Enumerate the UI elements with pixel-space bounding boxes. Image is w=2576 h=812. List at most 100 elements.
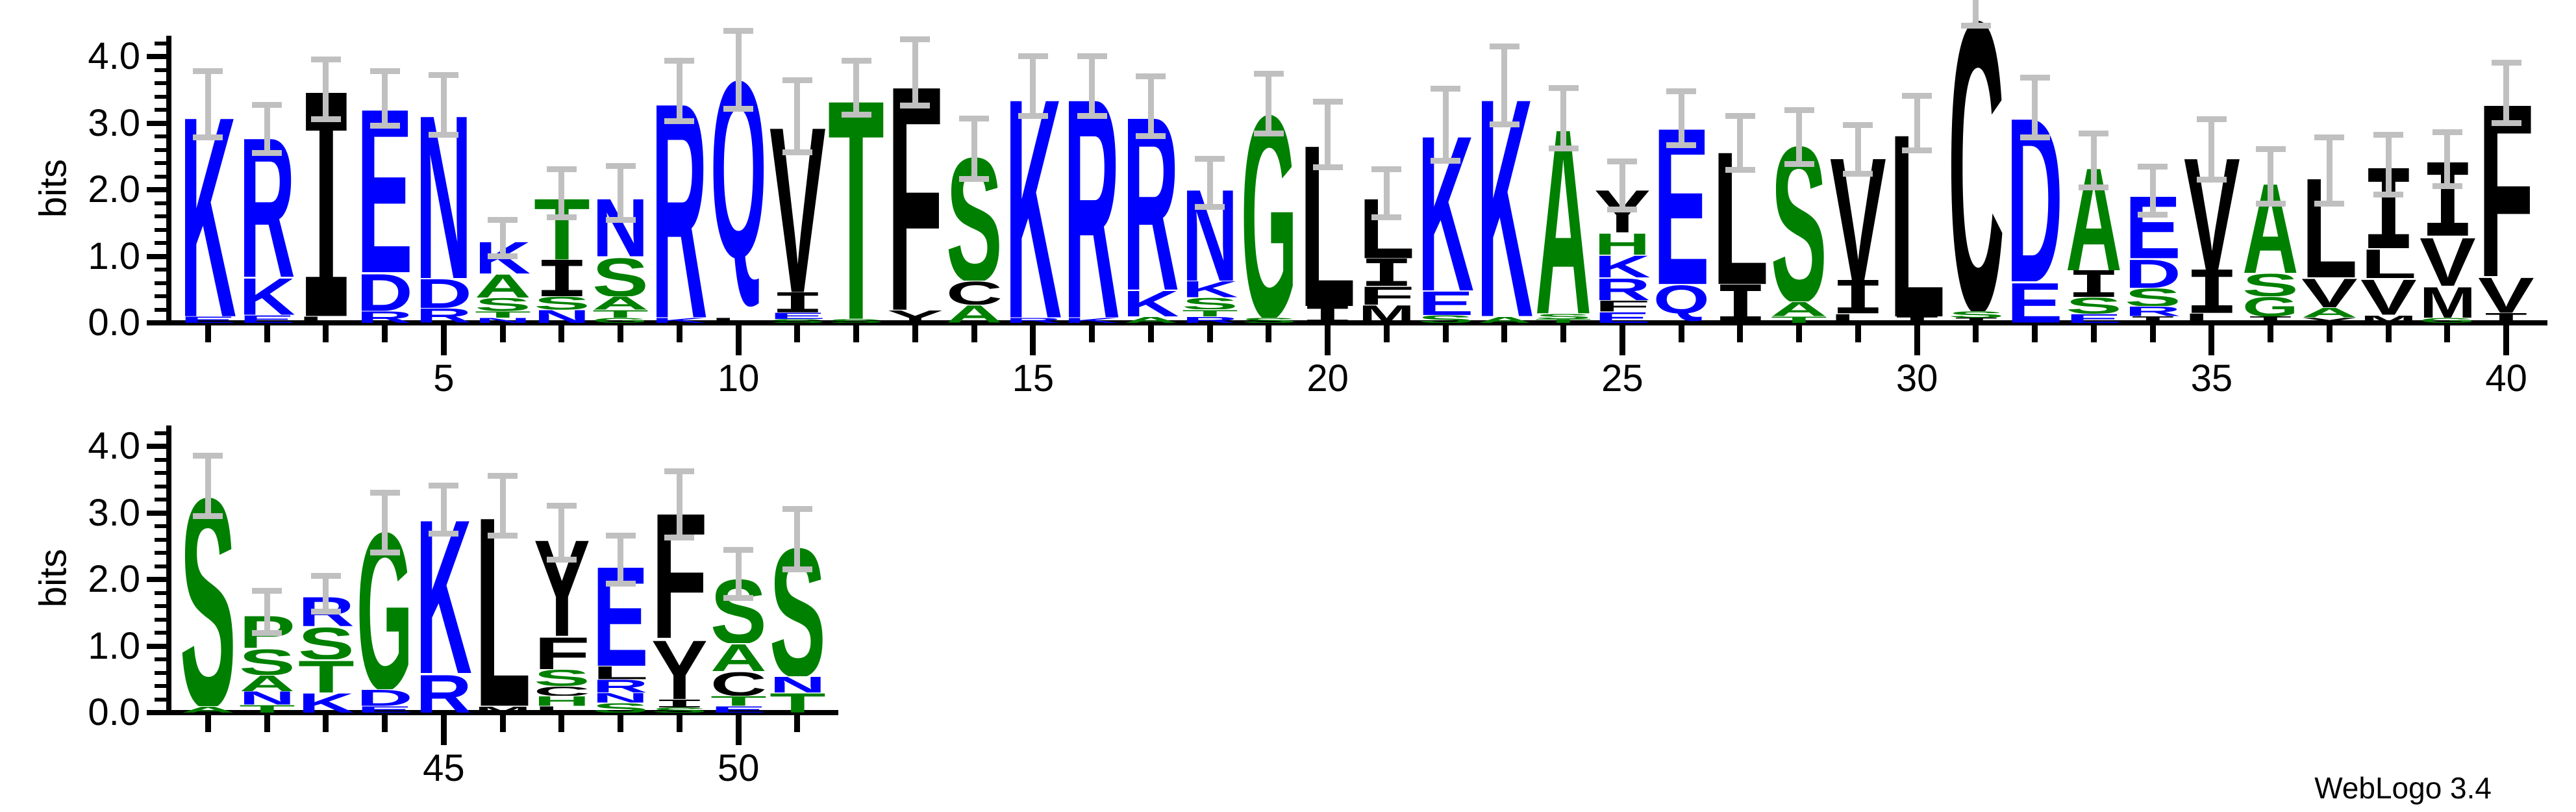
svg-text:K: K [298, 692, 355, 713]
svg-text:R: R [356, 311, 413, 323]
error-bar [664, 58, 695, 64]
svg-text:A: A [1477, 316, 1533, 323]
residue-S-pos-24: S [1535, 314, 1592, 319]
svg-text:E: E [180, 316, 236, 323]
svg-text:E: E [1594, 312, 1651, 323]
x-minor-tick [558, 715, 565, 732]
error-bar [1253, 131, 1284, 136]
residue-N-pos-7: N [534, 310, 590, 324]
error-bar [794, 506, 801, 572]
svg-text:A: A [1771, 301, 1827, 316]
y-minor-tick [155, 551, 166, 555]
y-minor-tick [155, 657, 166, 661]
x-tick-label: 20 [1307, 357, 1349, 400]
error-bar [971, 116, 977, 182]
svg-text:S: S [2125, 288, 2181, 307]
svg-text:D: D [356, 689, 413, 706]
svg-text:R: R [1182, 316, 1238, 323]
error-bar [1678, 88, 1684, 149]
svg-text:R: R [592, 679, 649, 693]
residue-S-pos-18: S [1182, 298, 1238, 309]
residue-E-pos-11: E [769, 312, 826, 319]
svg-text:V: V [2360, 278, 2417, 314]
error-bar [1489, 121, 1519, 127]
x-tick-label: 15 [1012, 357, 1055, 400]
x-minor-tick [1207, 325, 1213, 342]
error-bar [1973, 0, 1979, 29]
error-bar [2373, 192, 2404, 198]
x-minor-tick [382, 325, 388, 342]
residue-M-pos-39: M [2420, 286, 2476, 318]
residue-R-pos-25: R [1594, 277, 1651, 300]
error-bar [1030, 53, 1036, 120]
residue-V-pos-38: V [2360, 278, 2417, 314]
svg-text:T: T [298, 659, 355, 692]
svg-text:L: L [592, 666, 649, 679]
error-bar [2326, 134, 2332, 207]
svg-text:L: L [1830, 314, 1886, 323]
residue-A-pos-8: A [592, 296, 649, 310]
residue-S-pos-28: S [1771, 140, 1827, 301]
error-bar [1501, 43, 1508, 127]
x-minor-tick [2326, 325, 2332, 342]
svg-text:S: S [592, 257, 649, 297]
error-bar [782, 77, 812, 83]
residue-R-pos-45: R [416, 673, 472, 713]
x-minor-tick [264, 325, 270, 342]
residue-T-pos-50: T [710, 696, 767, 705]
error-bar [1207, 155, 1213, 210]
svg-text:H: H [534, 696, 590, 705]
residue-I-pos-7: I [534, 260, 590, 296]
svg-text:A: A [1535, 121, 1592, 313]
svg-text:S: S [769, 319, 826, 323]
svg-text:N: N [475, 318, 531, 323]
svg-text:D: D [2125, 259, 2181, 288]
residue-D-pos-44: D [356, 689, 413, 706]
error-bar [1077, 113, 1107, 120]
residue-S-pos-42: S [239, 648, 295, 675]
error-bar [912, 36, 918, 108]
y-minor-tick [155, 201, 166, 205]
y-minor-tick [155, 590, 166, 595]
svg-text:Y: Y [651, 638, 708, 699]
error-bar [900, 102, 931, 108]
error-bar [193, 513, 223, 519]
x-minor-tick [971, 325, 977, 342]
residue-H-pos-47: H [534, 696, 590, 705]
y-major-tick [147, 643, 166, 649]
residue-E-pos-33: E [2066, 314, 2122, 323]
svg-text:C: C [534, 686, 590, 696]
svg-text:I: I [1299, 306, 1356, 323]
error-bar [1902, 93, 1932, 99]
x-tick-label: 25 [1601, 357, 1644, 400]
error-bar [1018, 113, 1048, 120]
residue-R-pos-9: R [651, 94, 708, 317]
error-bar [1960, 22, 1991, 29]
svg-text:S: S [1771, 140, 1827, 301]
y-minor-tick [155, 697, 166, 702]
residue-S-pos-34: S [2125, 288, 2181, 307]
svg-text:E: E [1418, 290, 1474, 315]
residue-L-pos-48: L [592, 666, 649, 679]
residue-S-pos-48: S [592, 703, 649, 713]
y-major-tick [147, 577, 166, 582]
svg-text:R: R [1064, 90, 1120, 318]
x-minor-tick [1560, 325, 1567, 342]
y-minor-tick [155, 457, 166, 462]
residue-N-pos-51: N [769, 676, 826, 693]
residue-G-pos-8: G [592, 318, 649, 323]
error-bar [488, 473, 518, 479]
x-minor-tick [1855, 325, 1861, 342]
residue-M-pos-38: M [2360, 315, 2417, 323]
error-bar [1253, 70, 1284, 77]
error-bar [605, 581, 636, 587]
residue-E-pos-26: E [1653, 121, 1710, 284]
error-bar [2432, 129, 2462, 135]
svg-text:S: S [534, 296, 590, 310]
error-bar [499, 473, 506, 539]
svg-text:K: K [1064, 318, 1120, 323]
residue-S-pos-49: S [651, 707, 708, 713]
residue-I-pos-34: I [2125, 316, 2181, 323]
y-major-tick [147, 54, 166, 59]
error-bar [1371, 166, 1402, 173]
